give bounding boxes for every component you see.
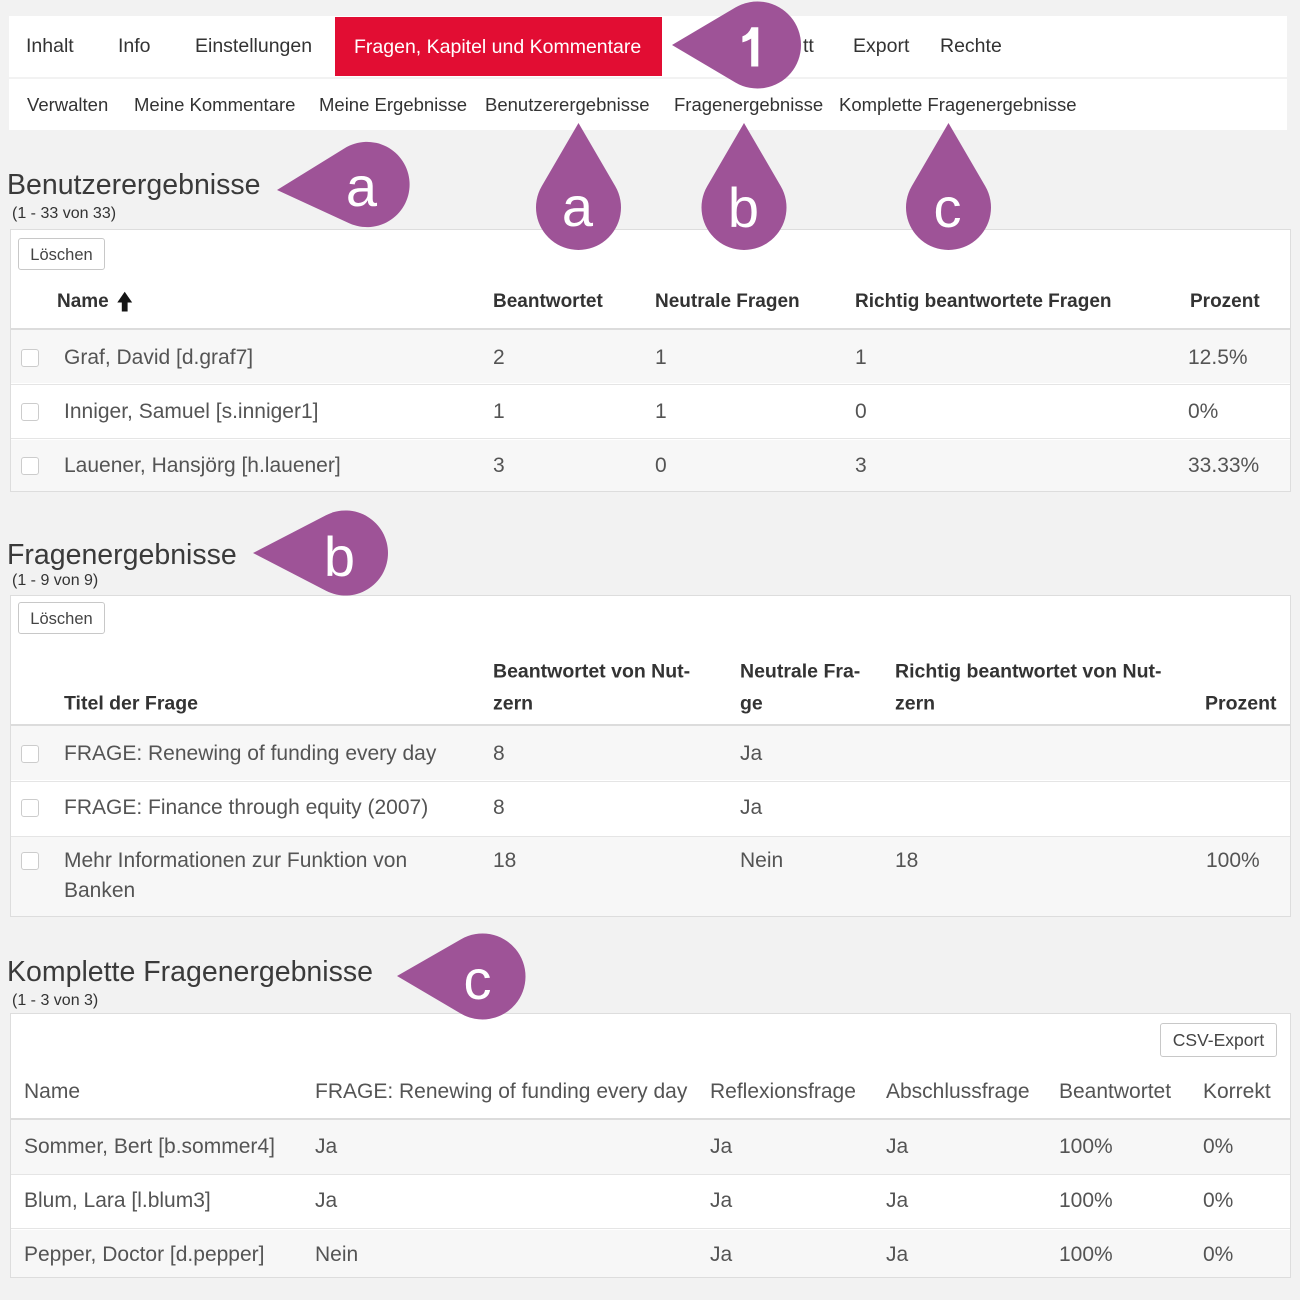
svg-text:b: b bbox=[728, 176, 759, 239]
svg-text:a: a bbox=[562, 175, 594, 238]
svg-text:c: c bbox=[464, 948, 492, 1011]
svg-text:a: a bbox=[346, 155, 378, 218]
svg-text:c: c bbox=[934, 176, 962, 239]
svg-text:b: b bbox=[324, 525, 355, 588]
